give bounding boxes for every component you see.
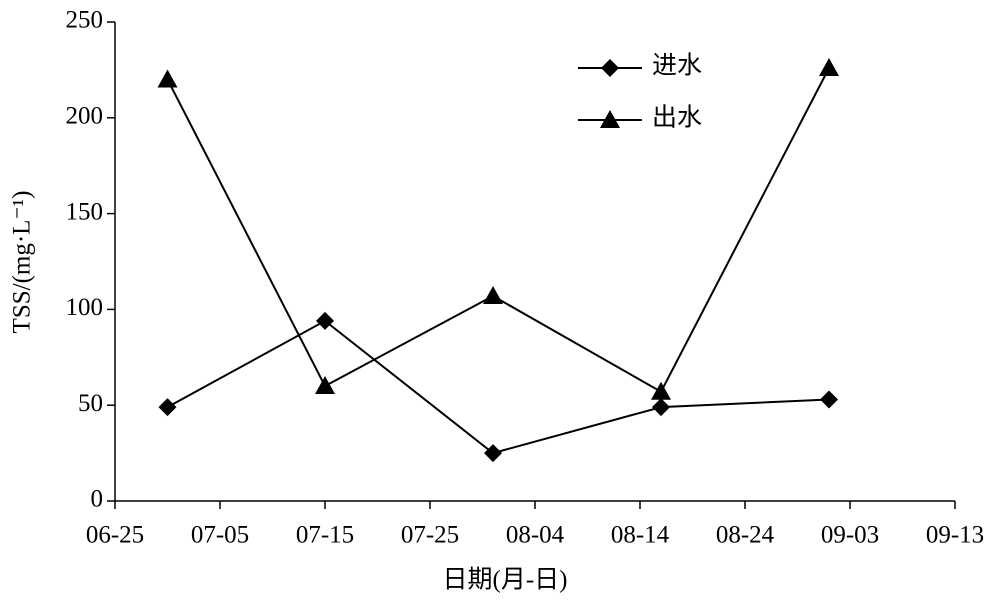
x-tick-label: 08-04 xyxy=(506,522,565,549)
x-tick-label: 08-24 xyxy=(716,522,775,549)
series-line xyxy=(166,67,830,394)
diamond-marker xyxy=(484,444,502,463)
diamond-marker xyxy=(652,398,670,417)
x-tick-label: 07-05 xyxy=(191,522,249,549)
triangle-marker xyxy=(157,69,178,88)
series-line xyxy=(167,319,830,455)
y-tick-label: 150 xyxy=(66,198,104,225)
x-tick-label: 07-15 xyxy=(296,522,354,549)
x-tick-label: 06-25 xyxy=(86,522,144,549)
legend-label: 出水 xyxy=(652,104,702,132)
diamond-marker xyxy=(316,311,334,330)
x-tick-label: 08-14 xyxy=(611,522,670,549)
y-tick-label: 250 xyxy=(66,7,104,34)
y-tick-label: 100 xyxy=(66,294,104,321)
y-tick-label: 50 xyxy=(78,390,103,417)
triangle-marker xyxy=(651,381,671,400)
diamond-marker xyxy=(820,390,838,409)
x-tick-label: 09-03 xyxy=(821,522,879,549)
y-axis-label: TSS/(mg·L⁻¹) xyxy=(9,191,36,334)
triangle-marker xyxy=(600,110,620,128)
triangle-marker xyxy=(315,376,335,395)
diamond-marker xyxy=(158,398,177,417)
legend-label: 进水 xyxy=(652,52,702,80)
triangle-marker xyxy=(819,57,839,76)
triangle-marker xyxy=(483,285,503,304)
y-tick-label: 0 xyxy=(91,486,104,513)
x-tick-label: 07-25 xyxy=(401,522,459,549)
diamond-marker xyxy=(601,59,619,77)
x-axis-label: 日期(月-日) xyxy=(443,567,568,594)
x-tick-label: 09-13 xyxy=(926,522,984,549)
y-tick-label: 200 xyxy=(66,103,104,130)
